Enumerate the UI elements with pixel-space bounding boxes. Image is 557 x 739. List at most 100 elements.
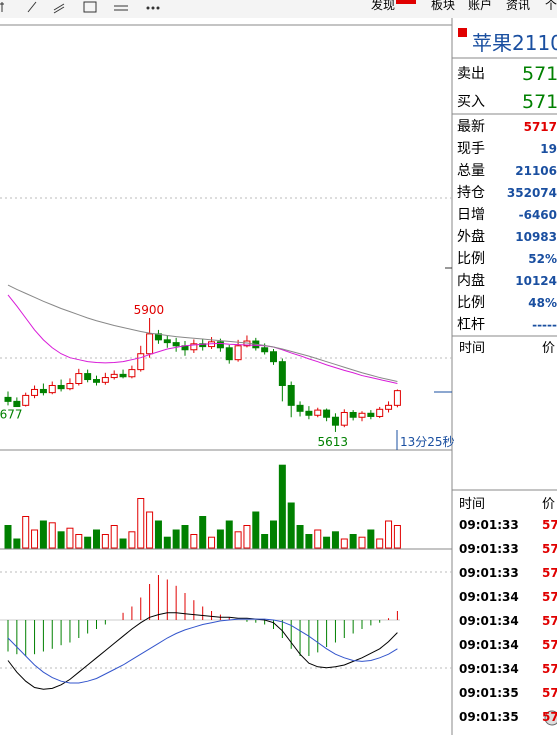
volume-bar [305,534,313,549]
volume-bar [110,525,118,549]
candle-body [31,388,39,396]
volume-bar [385,520,393,549]
volume-bar [261,534,269,549]
candle-body [48,384,56,394]
menu-item[interactable]: 资讯 [506,0,530,12]
volume-bar [93,529,100,549]
quote-label: 比例 [457,251,485,267]
candle-body [367,412,375,417]
candle-body [358,412,366,418]
candle-body [225,347,233,361]
toolbar [0,0,557,18]
volume-bar [349,534,357,549]
float-icon[interactable] [544,710,557,726]
toolbar-icons [0,1,160,14]
tick-price: 57 [542,518,557,532]
candle-body [4,396,12,402]
sell-value: 5717 [522,63,557,85]
quote-label: 日增 [457,207,485,223]
candle-body [84,373,92,381]
candle-body [66,383,74,390]
quote-value: -6460 [519,208,557,222]
volume-bar [358,536,366,549]
volume-bar [4,525,12,549]
tick-price: 57 [542,662,557,676]
volume-bar [367,529,375,549]
candle-body [137,353,145,371]
candle-body [278,361,286,386]
quote-value: ----- [532,318,557,332]
quote-value: 48% [528,296,557,310]
candle-body [234,345,242,361]
quote-value: 52% [528,252,557,266]
candle-body [172,342,180,347]
quote-value: 5717 [524,120,557,134]
volume-bar [252,511,260,549]
candle-body [331,416,339,426]
volume-bar [323,536,331,549]
menu-item[interactable]: 板块 [431,0,455,12]
menu-item[interactable]: 发现 [371,0,395,12]
volume-bar [75,534,83,549]
volume-bar [287,502,295,549]
candle-body [93,379,100,383]
quote-label: 总量 [457,163,485,179]
menu-item[interactable]: 账户 [468,0,492,12]
menu-item[interactable]: 个 [545,0,557,12]
candle-body [323,409,331,418]
badge [396,0,416,4]
tick-price: 57 [542,614,557,628]
volume-bar [66,527,74,549]
volume-bar [48,522,56,549]
tick-time: 09:01:33 [459,566,519,580]
volume-bar [225,520,233,549]
high-label: 5900 [134,303,165,317]
candle-body [75,373,83,385]
tick-price: 57 [542,686,557,700]
volume-bar [243,525,251,549]
candle-body [349,411,357,418]
volume-bar [393,525,401,549]
candle-body [39,388,47,394]
tick-time: 09:01:35 [459,686,519,700]
volume-bar [119,538,127,549]
volume-bar [376,538,384,549]
candle-body [163,339,171,344]
volume-bar [22,516,30,549]
low-label: 5677 [0,408,23,422]
volume-bar [154,520,162,549]
m-icon [458,28,467,37]
price-header: 价 [542,341,555,356]
volume-bar [216,529,224,549]
candle-body [216,341,224,349]
tick-price: 57 [542,566,557,580]
volume-bar [340,538,348,549]
tick-time: 09:01:33 [459,518,519,532]
volume-bar [101,534,109,549]
volume-bar [13,538,21,549]
candle-body [376,408,384,417]
candle-body [393,390,401,406]
volume-bar [181,525,189,549]
tick-time: 09:01:34 [459,638,519,652]
quote-value: 21106 [515,164,557,178]
quote-label: 持仓 [457,185,485,201]
tick-price: 57 [542,542,557,556]
tick-time: 09:01:34 [459,614,519,628]
volume-bar [208,536,216,549]
tick-price: 57 [542,590,557,604]
candle-body [22,394,30,406]
buy-label: 买入 [457,94,485,110]
candle-body [340,411,348,426]
candle-body [110,373,118,379]
tick-time: 09:01:33 [459,542,519,556]
grid [0,197,452,669]
volume-bar [31,529,39,549]
volume-bar [296,525,304,549]
candle-body [314,409,322,416]
quote-label: 现手 [457,141,485,157]
volume-bar [278,464,286,549]
candle-body [305,410,313,416]
dif-line [7,612,398,690]
